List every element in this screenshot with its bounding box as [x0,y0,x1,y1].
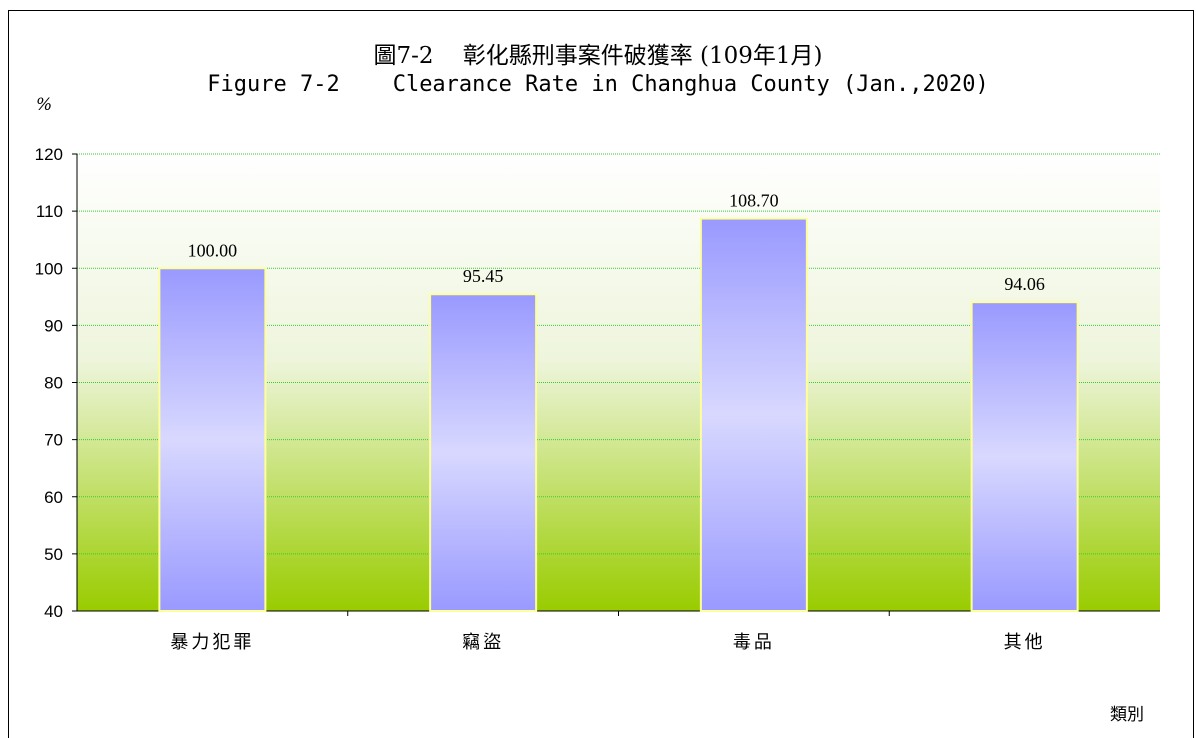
data-label: 95.45 [463,266,504,286]
category-label: 毒品 [733,632,775,653]
chart-title-zh: 圖7-2 彰化縣刑事案件破獲率 (109年1月) [373,43,823,69]
chart-frame [8,10,1194,738]
data-label: 100.00 [188,240,238,260]
y-tick-label: 100 [35,259,63,278]
chart-title-en: Figure 7-2 Clearance Rate in Changhua Co… [207,72,989,97]
y-tick-label: 90 [44,316,63,335]
x-axis-title: 類別 [1110,705,1144,725]
y-tick-label: 40 [44,602,63,621]
category-label: 暴力犯罪 [170,632,254,653]
y-tick-label: 60 [44,488,63,507]
y-tick-label: 110 [36,202,63,221]
y-tick-label: 120 [35,145,63,164]
data-label: 108.70 [729,191,779,211]
bar [429,293,538,612]
y-tick-label: 70 [44,431,63,450]
y-axis-unit: % [36,95,53,115]
y-tick-label: 50 [44,545,63,564]
bar [970,301,1079,612]
y-tick-label: 80 [44,374,63,393]
bar [699,217,808,613]
category-label: 其他 [1004,632,1046,653]
data-label: 94.06 [1004,274,1045,294]
category-label: 竊盜 [462,632,504,653]
bar [158,267,267,612]
